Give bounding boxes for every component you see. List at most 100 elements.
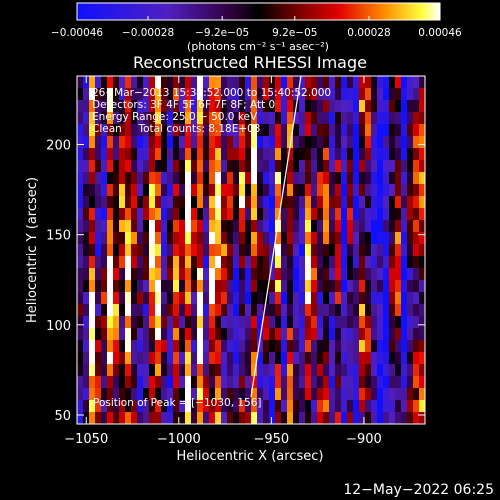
- heatmap-cell: [137, 364, 144, 377]
- heatmap-cell: [263, 208, 270, 221]
- heatmap-cell: [107, 352, 114, 365]
- heatmap-cell: [149, 244, 156, 257]
- heatmap-cell: [407, 160, 414, 173]
- annotation-counts: Clean Total counts: 8.18E+03: [92, 123, 261, 135]
- heatmap-cell: [125, 100, 132, 113]
- heatmap-cell: [377, 136, 384, 149]
- heatmap-cell: [323, 388, 330, 401]
- heatmap-cell: [197, 328, 204, 341]
- heatmap-cell: [221, 412, 228, 424]
- heatmap-cell: [293, 352, 300, 365]
- heatmap-cell: [407, 172, 414, 185]
- heatmap-cell: [275, 112, 282, 125]
- heatmap-cell: [113, 160, 120, 173]
- heatmap-cell: [233, 244, 240, 257]
- heatmap-cell: [233, 112, 240, 125]
- heatmap-cell: [287, 340, 294, 353]
- heatmap-cell: [155, 268, 162, 281]
- heatmap-cell: [95, 304, 102, 317]
- heatmap-cell: [287, 124, 294, 137]
- heatmap-cell: [329, 304, 336, 317]
- heatmap-cell: [341, 136, 348, 149]
- heatmap-cell: [173, 376, 180, 389]
- heatmap-cell: [359, 304, 366, 317]
- heatmap-cell: [365, 112, 372, 125]
- heatmap-cell: [131, 112, 138, 125]
- heatmap-cell: [143, 100, 150, 113]
- heatmap-cell: [209, 292, 216, 305]
- heatmap-cell: [317, 292, 324, 305]
- heatmap-cell: [305, 232, 312, 245]
- heatmap-cell: [293, 232, 300, 245]
- heatmap-cell: [311, 220, 318, 233]
- heatmap-cell: [263, 124, 270, 137]
- heatmap-cell: [167, 232, 174, 245]
- heatmap-cell: [137, 292, 144, 305]
- heatmap-cell: [119, 412, 126, 424]
- heatmap-cell: [311, 160, 318, 173]
- heatmap-cell: [275, 292, 282, 305]
- heatmap-cell: [149, 160, 156, 173]
- heatmap-cell: [323, 136, 330, 149]
- heatmap-cell: [383, 184, 390, 197]
- heatmap-cell: [251, 304, 258, 317]
- heatmap-cell: [257, 268, 264, 281]
- heatmap-cell: [167, 196, 174, 209]
- heatmap-cell: [341, 256, 348, 269]
- heatmap-cell: [311, 88, 318, 101]
- heatmap-cell: [287, 364, 294, 377]
- heatmap-cell: [365, 160, 372, 173]
- heatmap-cell: [185, 208, 192, 221]
- heatmap-cell: [167, 148, 174, 161]
- heatmap-cell: [335, 340, 342, 353]
- heatmap-cell: [143, 304, 150, 317]
- heatmap-cell: [413, 364, 420, 377]
- heatmap-cell: [293, 184, 300, 197]
- heatmap-cell: [131, 364, 138, 377]
- heatmap-cell: [359, 256, 366, 269]
- heatmap-cell: [413, 280, 420, 293]
- heatmap-cell: [347, 388, 354, 401]
- heatmap-cell: [239, 244, 246, 257]
- heatmap-cell: [281, 328, 288, 341]
- heatmap-cell: [365, 256, 372, 269]
- heatmap-cell: [227, 388, 234, 401]
- heatmap-cell: [275, 184, 282, 197]
- heatmap-cell: [341, 316, 348, 329]
- heatmap-cell: [131, 412, 138, 424]
- heatmap-cell: [161, 100, 168, 113]
- heatmap-cell: [383, 292, 390, 305]
- heatmap-cell: [161, 88, 168, 101]
- annotation-time: 26−Mar−2013 15:34:52.000 to 15:40:52.000: [92, 87, 331, 99]
- heatmap-cell: [101, 136, 108, 149]
- heatmap-cell: [161, 340, 168, 353]
- heatmap-cell: [173, 256, 180, 269]
- heatmap-cell: [185, 412, 192, 424]
- heatmap-cell: [275, 76, 282, 89]
- heatmap-cell: [89, 328, 96, 341]
- heatmap-cell: [323, 256, 330, 269]
- heatmap-cell: [323, 400, 330, 413]
- heatmap-cell: [287, 172, 294, 185]
- heatmap-cell: [113, 292, 120, 305]
- heatmap-cell: [383, 328, 390, 341]
- heatmap-cell: [113, 268, 120, 281]
- heatmap-cell: [263, 172, 270, 185]
- heatmap-cell: [413, 340, 420, 353]
- colorbar-tick-label: 0.00046: [418, 27, 462, 39]
- heatmap-cell: [191, 328, 198, 341]
- heatmap-cell: [407, 196, 414, 209]
- heatmap-cell: [383, 280, 390, 293]
- heatmap-cell: [239, 316, 246, 329]
- heatmap-cell: [233, 196, 240, 209]
- heatmap-cell: [245, 196, 252, 209]
- heatmap-cell: [197, 316, 204, 329]
- heatmap-cell: [395, 88, 402, 101]
- heatmap-cell: [203, 172, 210, 185]
- heatmap-cell: [383, 232, 390, 245]
- heatmap-cell: [113, 412, 120, 424]
- heatmap-cell: [269, 304, 276, 317]
- heatmap-cell: [203, 184, 210, 197]
- heatmap-cell: [371, 136, 378, 149]
- heatmap-cell: [275, 400, 282, 413]
